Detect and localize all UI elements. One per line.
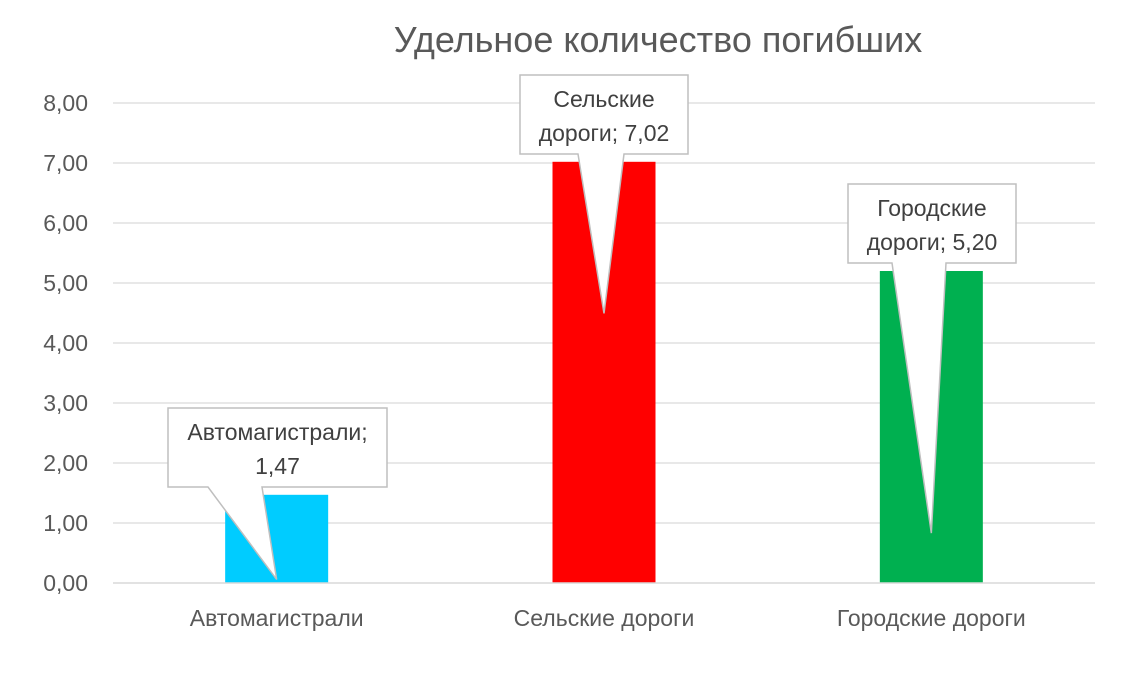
y-tick-label: 4,00 — [43, 330, 88, 356]
y-tick-label: 1,00 — [43, 510, 88, 536]
data-label-callouts: Автомагистрали; 1,47 Сельские дороги; 7,02 Г… — [167, 74, 1017, 580]
y-tick-label: 7,00 — [43, 150, 88, 176]
x-tick-label: Городские дороги — [837, 605, 1026, 631]
bars — [225, 161, 983, 584]
y-tick-label: 0,00 — [43, 570, 88, 596]
data-label: Сельские — [553, 86, 654, 112]
x-axis-tick-labels: Автомагистрали Сельские дороги Городские д… — [190, 605, 1026, 631]
data-label: Автомагистрали; — [187, 419, 367, 445]
data-label-callout: Автомагистрали; 1,47 — [167, 407, 388, 580]
x-tick-label: Сельские дороги — [514, 605, 695, 631]
callout-shape — [519, 74, 689, 314]
data-label: Городские — [877, 195, 986, 221]
callout-shape — [847, 183, 1017, 534]
y-tick-label: 8,00 — [43, 90, 88, 116]
y-axis-tick-labels: 0,00 1,00 2,00 3,00 4,00 5,00 6,00 7,00 8,00 — [43, 90, 88, 596]
y-tick-label: 3,00 — [43, 390, 88, 416]
y-tick-label: 6,00 — [43, 210, 88, 236]
data-label: 1,47 — [255, 453, 300, 479]
data-label: дороги; 7,02 — [539, 120, 670, 146]
y-tick-label: 5,00 — [43, 270, 88, 296]
y-tick-label: 2,00 — [43, 450, 88, 476]
data-label: дороги; 5,20 — [867, 229, 998, 255]
callout-shape — [167, 407, 388, 580]
data-label-callout: Сельские дороги; 7,02 — [519, 74, 689, 314]
chart-title: Удельное количество погибших — [394, 19, 922, 60]
data-label-callout: Городские дороги; 5,20 — [847, 183, 1017, 534]
x-tick-label: Автомагистрали — [190, 605, 364, 631]
